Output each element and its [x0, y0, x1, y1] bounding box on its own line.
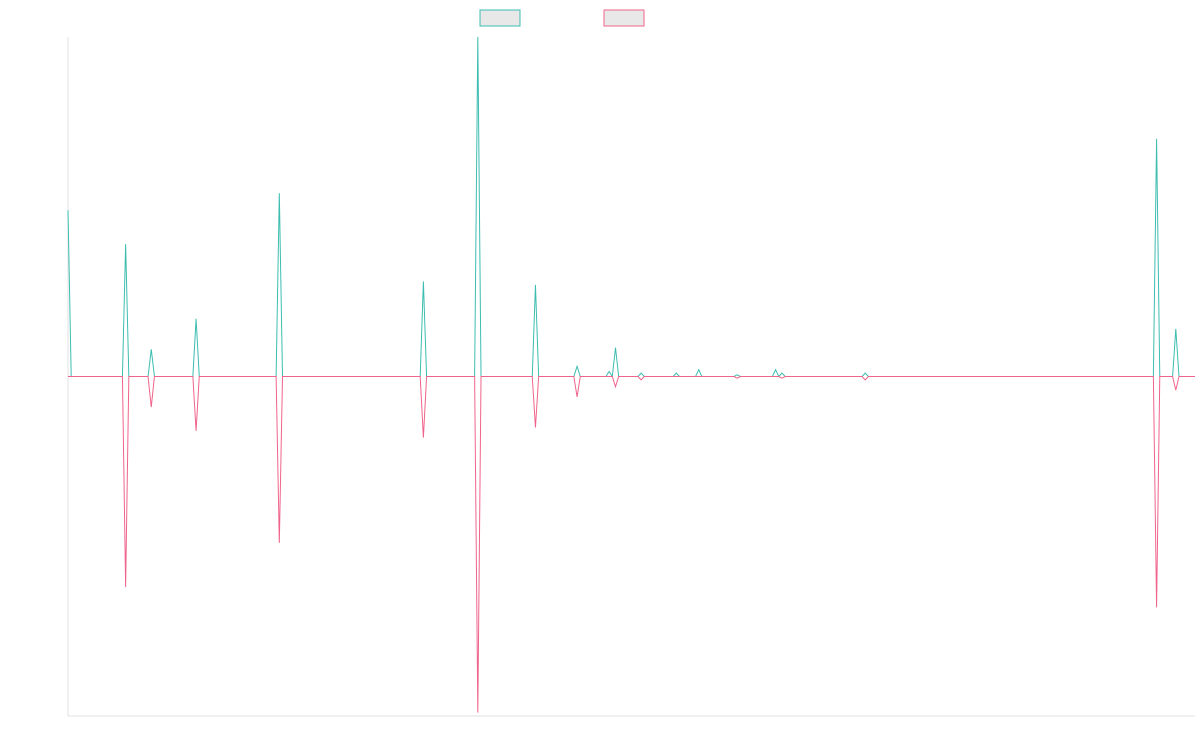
series-line	[68, 376, 1195, 713]
series-line	[67, 36, 1195, 378]
legend-swatch	[479, 9, 521, 27]
legend-swatch	[603, 9, 645, 27]
